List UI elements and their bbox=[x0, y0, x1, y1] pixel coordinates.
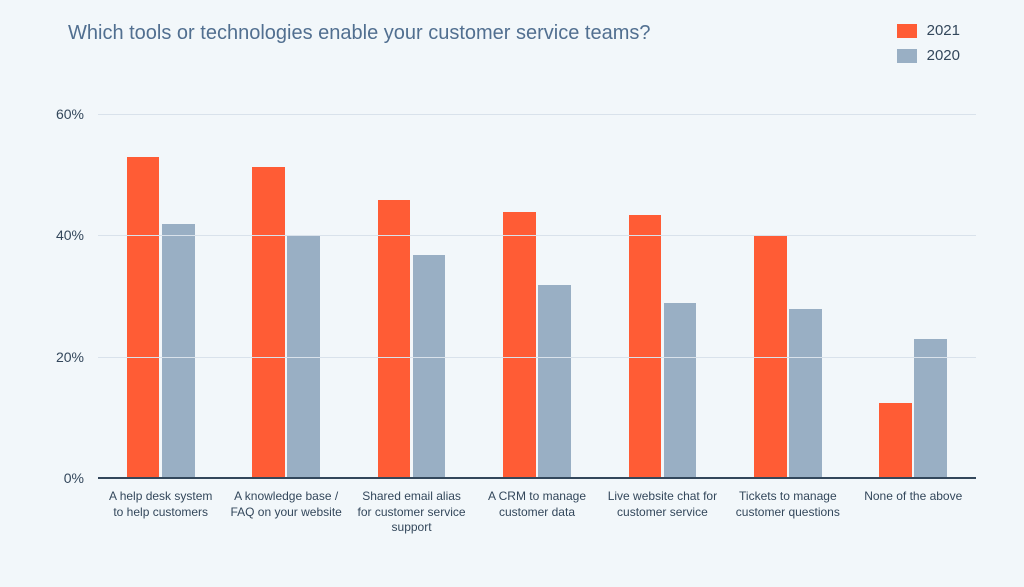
y-axis-tick-label: 0% bbox=[64, 470, 98, 486]
bar-2021 bbox=[378, 200, 411, 479]
legend-item-2021: 2021 bbox=[897, 22, 960, 39]
gridline: 20% bbox=[98, 357, 976, 358]
chart-header: Which tools or technologies enable your … bbox=[68, 22, 984, 64]
x-axis-label: None of the above bbox=[851, 489, 976, 587]
bar-2021 bbox=[754, 236, 787, 479]
bar-2021 bbox=[879, 403, 912, 479]
x-axis-label: A help desk system to help customers bbox=[98, 489, 223, 587]
legend-swatch-icon bbox=[897, 24, 917, 38]
bar-group bbox=[349, 115, 474, 479]
bar-2021 bbox=[503, 212, 536, 479]
legend-label: 2021 bbox=[927, 22, 960, 39]
legend-label: 2020 bbox=[927, 47, 960, 64]
x-axis-label: A CRM to manage customer data bbox=[474, 489, 599, 587]
x-axis-label: Live website chat for customer service bbox=[600, 489, 725, 587]
bar-2020 bbox=[664, 303, 697, 479]
bar-group bbox=[223, 115, 348, 479]
plot-area: 0% 20% 40% 60% bbox=[98, 115, 976, 479]
bar-2020 bbox=[789, 309, 822, 479]
chart-frame: Which tools or technologies enable your … bbox=[0, 0, 1024, 587]
y-axis-tick-label: 20% bbox=[56, 349, 98, 365]
bar-group bbox=[725, 115, 850, 479]
bar-group bbox=[98, 115, 223, 479]
x-axis-label: Tickets to manage customer questions bbox=[725, 489, 850, 587]
bar-2020 bbox=[287, 236, 320, 479]
x-axis-label: A knowledge base / FAQ on your website bbox=[223, 489, 348, 587]
bar-2020 bbox=[914, 339, 947, 479]
bar-group bbox=[600, 115, 725, 479]
gridline: 40% bbox=[98, 235, 976, 236]
x-axis-label: Shared email alias for customer service … bbox=[349, 489, 474, 587]
y-axis-tick-label: 60% bbox=[56, 106, 98, 122]
y-axis-tick-label: 40% bbox=[56, 227, 98, 243]
chart-title: Which tools or technologies enable your … bbox=[68, 22, 651, 45]
gridline: 60% bbox=[98, 114, 976, 115]
x-axis-labels: A help desk system to help customersA kn… bbox=[98, 489, 976, 587]
legend-swatch-icon bbox=[897, 49, 917, 63]
gridline: 0% bbox=[98, 478, 976, 479]
legend-item-2020: 2020 bbox=[897, 47, 960, 64]
bar-2021 bbox=[629, 215, 662, 479]
bar-group bbox=[474, 115, 599, 479]
bar-2021 bbox=[127, 157, 160, 479]
bar-group bbox=[851, 115, 976, 479]
bar-2020 bbox=[538, 285, 571, 479]
bar-2020 bbox=[413, 255, 446, 479]
bar-2020 bbox=[162, 224, 195, 479]
bars-layer bbox=[98, 115, 976, 479]
chart-legend: 2021 2020 bbox=[897, 22, 960, 64]
bar-2021 bbox=[252, 167, 285, 479]
